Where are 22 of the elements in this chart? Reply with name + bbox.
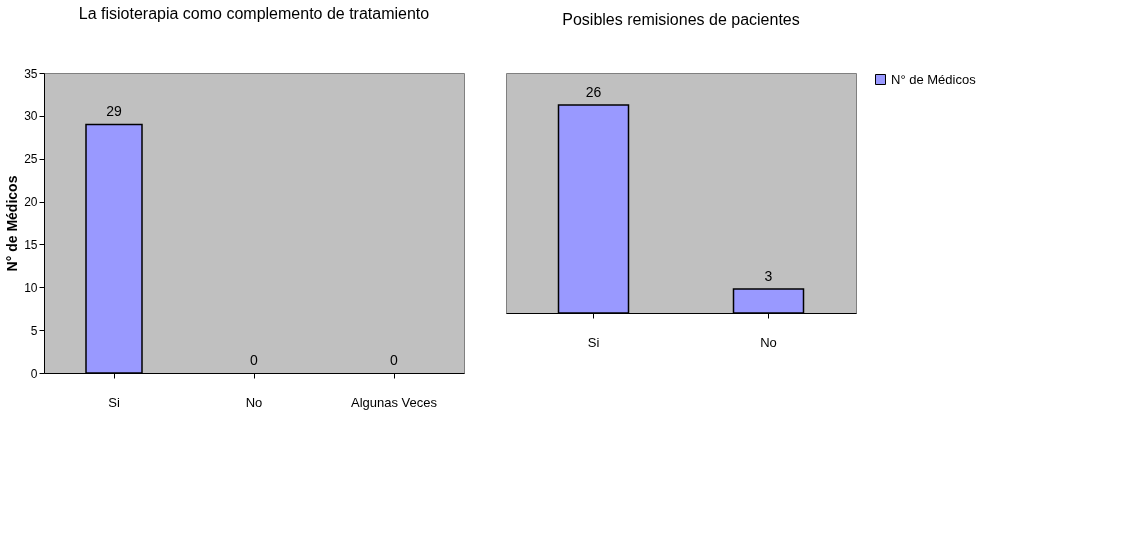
y-tick-label: 30 bbox=[24, 109, 38, 124]
x-tick-label: No bbox=[245, 394, 263, 410]
chart-title: Posibles remisiones de pacientes bbox=[562, 11, 800, 28]
data-label: 3 bbox=[764, 268, 773, 284]
x-tick-label: Si bbox=[587, 334, 600, 350]
data-label: 0 bbox=[390, 352, 399, 368]
y-tick-label: 35 bbox=[24, 66, 38, 81]
x-tick-label: Algunas Veces bbox=[350, 394, 438, 410]
x-tick-label: No bbox=[760, 334, 777, 350]
y-tick-label: 5 bbox=[30, 323, 38, 338]
y-tick-label: 15 bbox=[24, 237, 38, 252]
data-label: 29 bbox=[106, 103, 122, 120]
y-tick-label: 0 bbox=[30, 366, 38, 381]
y-axis-title: N° de Médicos bbox=[4, 175, 21, 272]
data-label: 26 bbox=[585, 84, 602, 100]
legend-label: N° de Médicos bbox=[891, 71, 977, 87]
data-label: 0 bbox=[250, 352, 259, 368]
chart-title: La fisioterapia como complemento de tratamiento bbox=[78, 5, 430, 22]
x-tick-label: Si bbox=[108, 394, 120, 410]
y-tick-label: 25 bbox=[24, 152, 38, 167]
y-tick-label: 10 bbox=[24, 280, 38, 295]
y-tick-label: 20 bbox=[24, 195, 38, 210]
